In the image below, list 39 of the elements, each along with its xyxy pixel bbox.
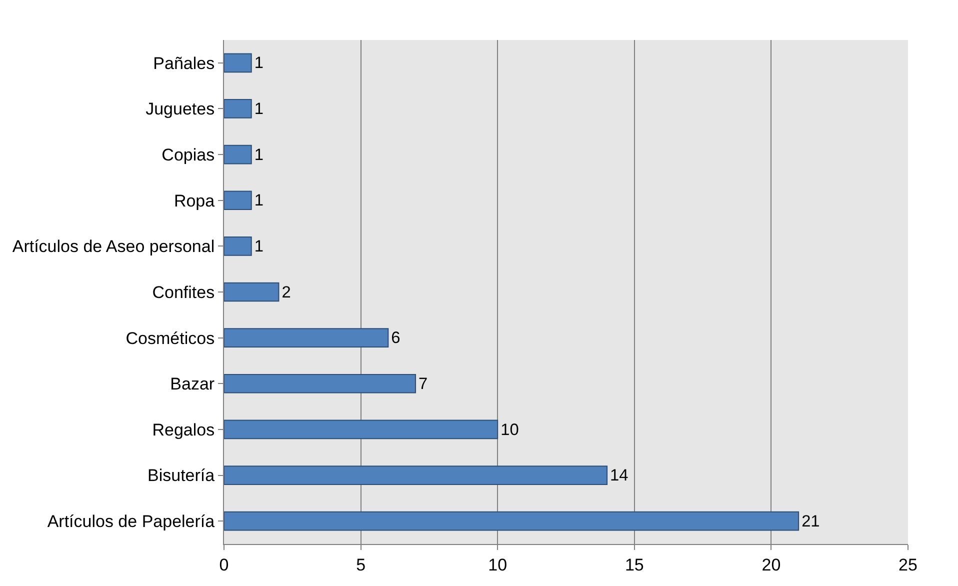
- bar: [224, 190, 252, 210]
- data-label: 1: [254, 146, 264, 164]
- data-label: 6: [391, 329, 400, 348]
- data-label: 1: [254, 237, 264, 256]
- x-tick-label: 5: [356, 555, 366, 574]
- x-tick-label: 10: [488, 555, 508, 574]
- bar: [224, 282, 280, 302]
- data-label: 21: [802, 512, 820, 530]
- y-tick-label: Pañales: [153, 54, 215, 73]
- y-tick-label: Bazar: [170, 374, 215, 394]
- data-label: 1: [254, 54, 264, 72]
- bar: [224, 466, 608, 485]
- bar: [224, 374, 416, 394]
- y-tick-label: Cosméticos: [126, 328, 215, 348]
- bar: [224, 99, 252, 118]
- x-tick-label: 15: [624, 555, 644, 574]
- x-tick-label: 25: [898, 555, 918, 574]
- data-label: 2: [282, 283, 291, 302]
- data-label: 7: [418, 374, 428, 393]
- bar: [224, 236, 252, 256]
- x-tick-label: 20: [762, 555, 781, 574]
- bar: [224, 420, 498, 440]
- y-tick-label: Artículos de Papelería: [47, 512, 216, 532]
- y-tick-label: Juguetes: [146, 100, 215, 119]
- y-tick-label: Bisutería: [148, 466, 216, 486]
- y-tick-label: Copias: [162, 146, 215, 164]
- data-label: 14: [610, 466, 628, 485]
- bar: [224, 511, 800, 531]
- bar: [224, 144, 252, 164]
- data-label: 1: [254, 192, 264, 210]
- y-tick-label: Confites: [152, 282, 215, 302]
- bar: [224, 53, 252, 73]
- bar: [224, 328, 389, 348]
- y-tick-label: Regalos: [152, 420, 215, 440]
- data-label: 10: [500, 420, 519, 439]
- y-tick-label: Ropa: [174, 191, 216, 210]
- x-tick-label: 0: [219, 555, 229, 574]
- y-tick-label: Artículos de Aseo personal: [12, 237, 215, 256]
- data-label: 1: [254, 100, 264, 118]
